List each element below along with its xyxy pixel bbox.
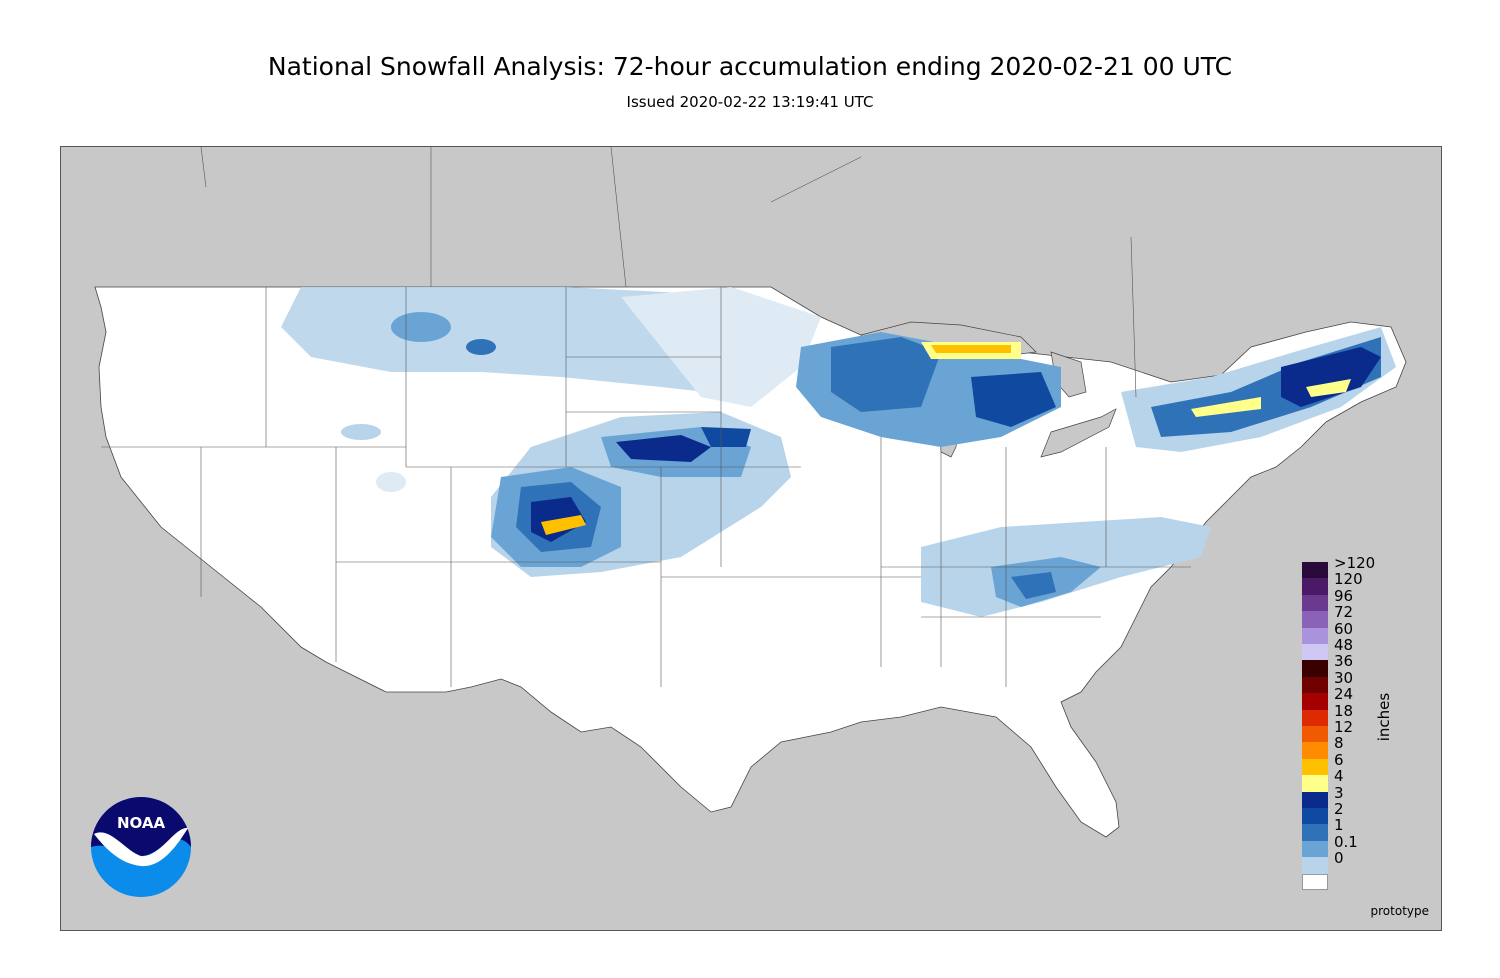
legend-label: 2	[1334, 800, 1344, 818]
units-label: inches	[1375, 692, 1394, 742]
legend-label: 8	[1334, 734, 1344, 753]
noaa-logo: NOAA	[91, 797, 191, 897]
legend-swatch	[1302, 562, 1328, 579]
legend-label: 72	[1334, 603, 1354, 622]
issued-timestamp: Issued 2020-02-22 13:19:41 UTC	[626, 93, 874, 111]
legend-label: 48	[1334, 636, 1354, 654]
legend-swatch-zero	[1302, 873, 1328, 890]
legend-swatch	[1302, 578, 1328, 595]
noaa-logo-text: NOAA	[117, 814, 166, 832]
legend-label: 24	[1334, 685, 1354, 704]
legend-swatch	[1302, 808, 1328, 825]
legend-swatch	[1302, 594, 1328, 612]
legend-label: 12	[1334, 718, 1354, 736]
legend-swatch	[1302, 644, 1328, 661]
map-title: National Snowfall Analysis: 72-hour accu…	[267, 52, 1233, 81]
legend-swatch	[1302, 611, 1328, 628]
legend-label: >120	[1334, 554, 1376, 572]
legend-swatch	[1302, 709, 1328, 726]
legend-swatch	[1302, 824, 1328, 841]
legend-label: 3	[1334, 783, 1344, 802]
legend-label: 60	[1334, 619, 1354, 638]
prototype-label: prototype	[1370, 904, 1429, 918]
legend-label: 4	[1334, 767, 1344, 786]
legend-swatch	[1302, 660, 1328, 677]
legend-label: 120	[1334, 570, 1363, 589]
legend-label: 0	[1334, 849, 1344, 868]
legend-swatch	[1302, 676, 1328, 694]
snowfall-map: prototype	[60, 146, 1442, 931]
legend-label: 1	[1334, 816, 1344, 835]
state-borders	[101, 287, 1191, 687]
legend-swatch	[1302, 742, 1328, 759]
legend-swatch	[1302, 791, 1328, 808]
legend-swatch	[1302, 758, 1328, 776]
legend-swatch	[1302, 726, 1328, 743]
legend-label: 30	[1334, 668, 1354, 687]
legend-label: 18	[1334, 701, 1354, 720]
legend-label: 36	[1334, 652, 1354, 671]
map-canvas	[94, 147, 1407, 838]
legend-swatch	[1302, 627, 1328, 644]
legend-swatch	[1302, 775, 1328, 792]
legend-label: 0.1	[1334, 832, 1358, 851]
legend-swatch	[1302, 693, 1328, 710]
legend-swatch	[1302, 840, 1328, 858]
legend-label: 96	[1334, 586, 1354, 605]
international-borders	[200, 147, 1137, 398]
legend-label: 6	[1334, 750, 1344, 769]
units-label-wrap: inches	[1375, 690, 1402, 750]
legend-swatch	[1302, 857, 1328, 874]
